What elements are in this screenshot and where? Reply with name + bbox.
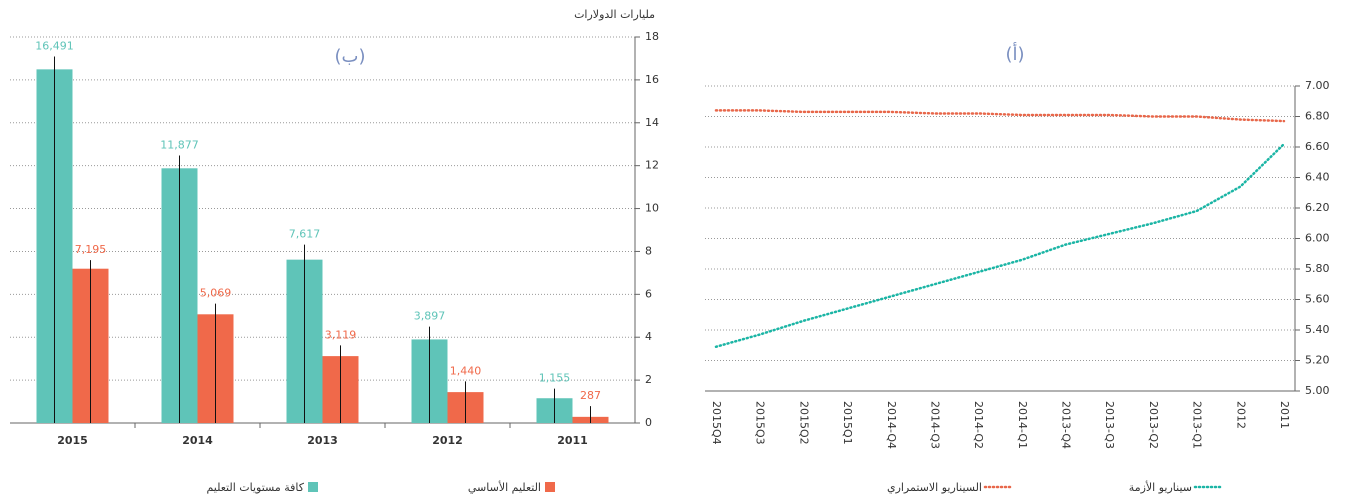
y-tick-label: 2 <box>645 373 652 386</box>
legend-label: كافة مستويات التعليم <box>206 481 304 494</box>
y-tick-label: 8 <box>645 244 652 257</box>
x-tick-label: 2014-Q1 <box>1016 401 1029 449</box>
x-tick-label: 2014 <box>182 434 213 447</box>
y-tick-label: 4 <box>645 330 652 343</box>
y-tick-label: 6.00 <box>1305 232 1330 245</box>
line <box>714 109 1286 123</box>
x-tick-label: 2013 <box>307 434 338 447</box>
data-label: 7,617 <box>289 228 321 241</box>
data-label: 16,491 <box>35 39 74 52</box>
x-tick-label: 2014-Q2 <box>972 401 985 449</box>
legend-swatch <box>308 482 318 492</box>
y-tick-label: 5.60 <box>1305 293 1330 306</box>
legend-label: سيناريو الأزمة <box>1129 480 1192 494</box>
y-tick-label: 18 <box>645 30 659 43</box>
x-tick-label: 2012 <box>1234 401 1247 429</box>
legend-label: التعليم الأساسي <box>468 480 541 494</box>
legend-swatch <box>545 482 555 492</box>
x-tick-label: 2015 <box>57 434 88 447</box>
x-tick-label: 2013-Q1 <box>1191 401 1204 449</box>
data-label: 3,119 <box>325 328 357 341</box>
y-tick-label: 0 <box>645 416 652 429</box>
x-tick-label: 2014-Q4 <box>885 401 898 449</box>
x-tick-label: 2013-Q4 <box>1060 401 1073 449</box>
y-tick-label: 6.40 <box>1305 171 1330 184</box>
y-tick-label: 12 <box>645 159 659 172</box>
x-tick-label: 2011 <box>557 434 588 447</box>
x-tick-label: 2013-Q3 <box>1103 401 1116 449</box>
y-tick-label: 5.80 <box>1305 262 1330 275</box>
x-tick-label: 2012 <box>432 434 463 447</box>
y-tick-label: 16 <box>645 73 659 86</box>
y-tick-label: 6.20 <box>1305 201 1330 214</box>
data-label: 3,897 <box>414 310 446 323</box>
x-tick-label: 2015Q3 <box>754 401 767 445</box>
chart-title: (ب) <box>334 46 365 67</box>
line <box>714 142 1286 349</box>
data-label: 11,877 <box>160 138 199 151</box>
y-tick-label: 5.20 <box>1305 354 1330 367</box>
x-tick-label: 2014-Q3 <box>928 401 941 449</box>
x-tick-label: 2013-Q2 <box>1147 401 1160 449</box>
x-tick-label: 2011 <box>1278 401 1291 429</box>
y-tick-label: 5.00 <box>1305 384 1330 397</box>
y-tick-label: 5.40 <box>1305 323 1330 336</box>
data-label: 1,440 <box>450 364 482 377</box>
y-tick-label: 7.00 <box>1305 79 1330 92</box>
y-axis-label: مليارات الدولارات <box>574 8 655 21</box>
y-tick-label: 6.80 <box>1305 110 1330 123</box>
x-tick-label: 2015Q4 <box>710 401 723 445</box>
data-label: 1,155 <box>539 372 571 385</box>
y-tick-label: 10 <box>645 202 659 215</box>
y-tick-label: 6 <box>645 287 652 300</box>
y-tick-label: 6.60 <box>1305 140 1330 153</box>
data-label: 7,195 <box>75 243 107 256</box>
x-tick-label: 2015Q2 <box>797 401 810 445</box>
y-tick-label: 14 <box>645 116 659 129</box>
data-label: 5,069 <box>200 287 232 300</box>
data-label: 287 <box>580 389 601 402</box>
chart-title: (أ) <box>1005 42 1024 65</box>
x-tick-label: 2015Q1 <box>841 401 854 445</box>
legend-label: السيناريو الاستمراري <box>887 481 982 494</box>
